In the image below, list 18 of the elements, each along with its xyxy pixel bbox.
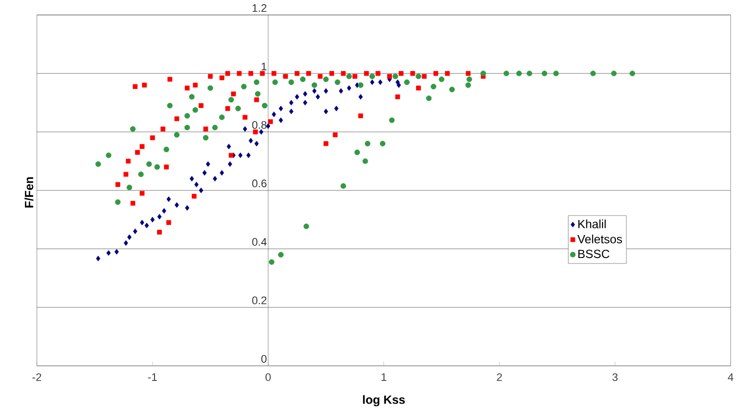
x-tick-label: 3: [612, 373, 618, 382]
x-axis-title: log Kss: [363, 395, 405, 406]
x-tick-label: 4: [728, 373, 734, 381]
y-tick-label: 0.6: [252, 180, 266, 188]
y-tick-label: 0.8: [252, 121, 266, 129]
legend-label: BSSC: [578, 250, 610, 258]
legend-label: Veletsos: [577, 234, 622, 244]
x-tick-label: -1: [148, 373, 157, 381]
x-tick-label: 1: [382, 373, 386, 381]
y-tick-label: 1.2: [252, 4, 266, 12]
y-axis-title: F/Fen: [24, 177, 34, 208]
y-tick-label: 0.2: [252, 296, 266, 304]
y-tick-label: 0: [261, 355, 267, 363]
x-tick-label: 2: [496, 373, 502, 382]
legend-label: Khalil: [578, 220, 606, 228]
x-tick-label: -2: [32, 373, 42, 382]
y-tick-label: 1: [262, 62, 266, 70]
y-tick-label: 0.4: [252, 238, 267, 246]
